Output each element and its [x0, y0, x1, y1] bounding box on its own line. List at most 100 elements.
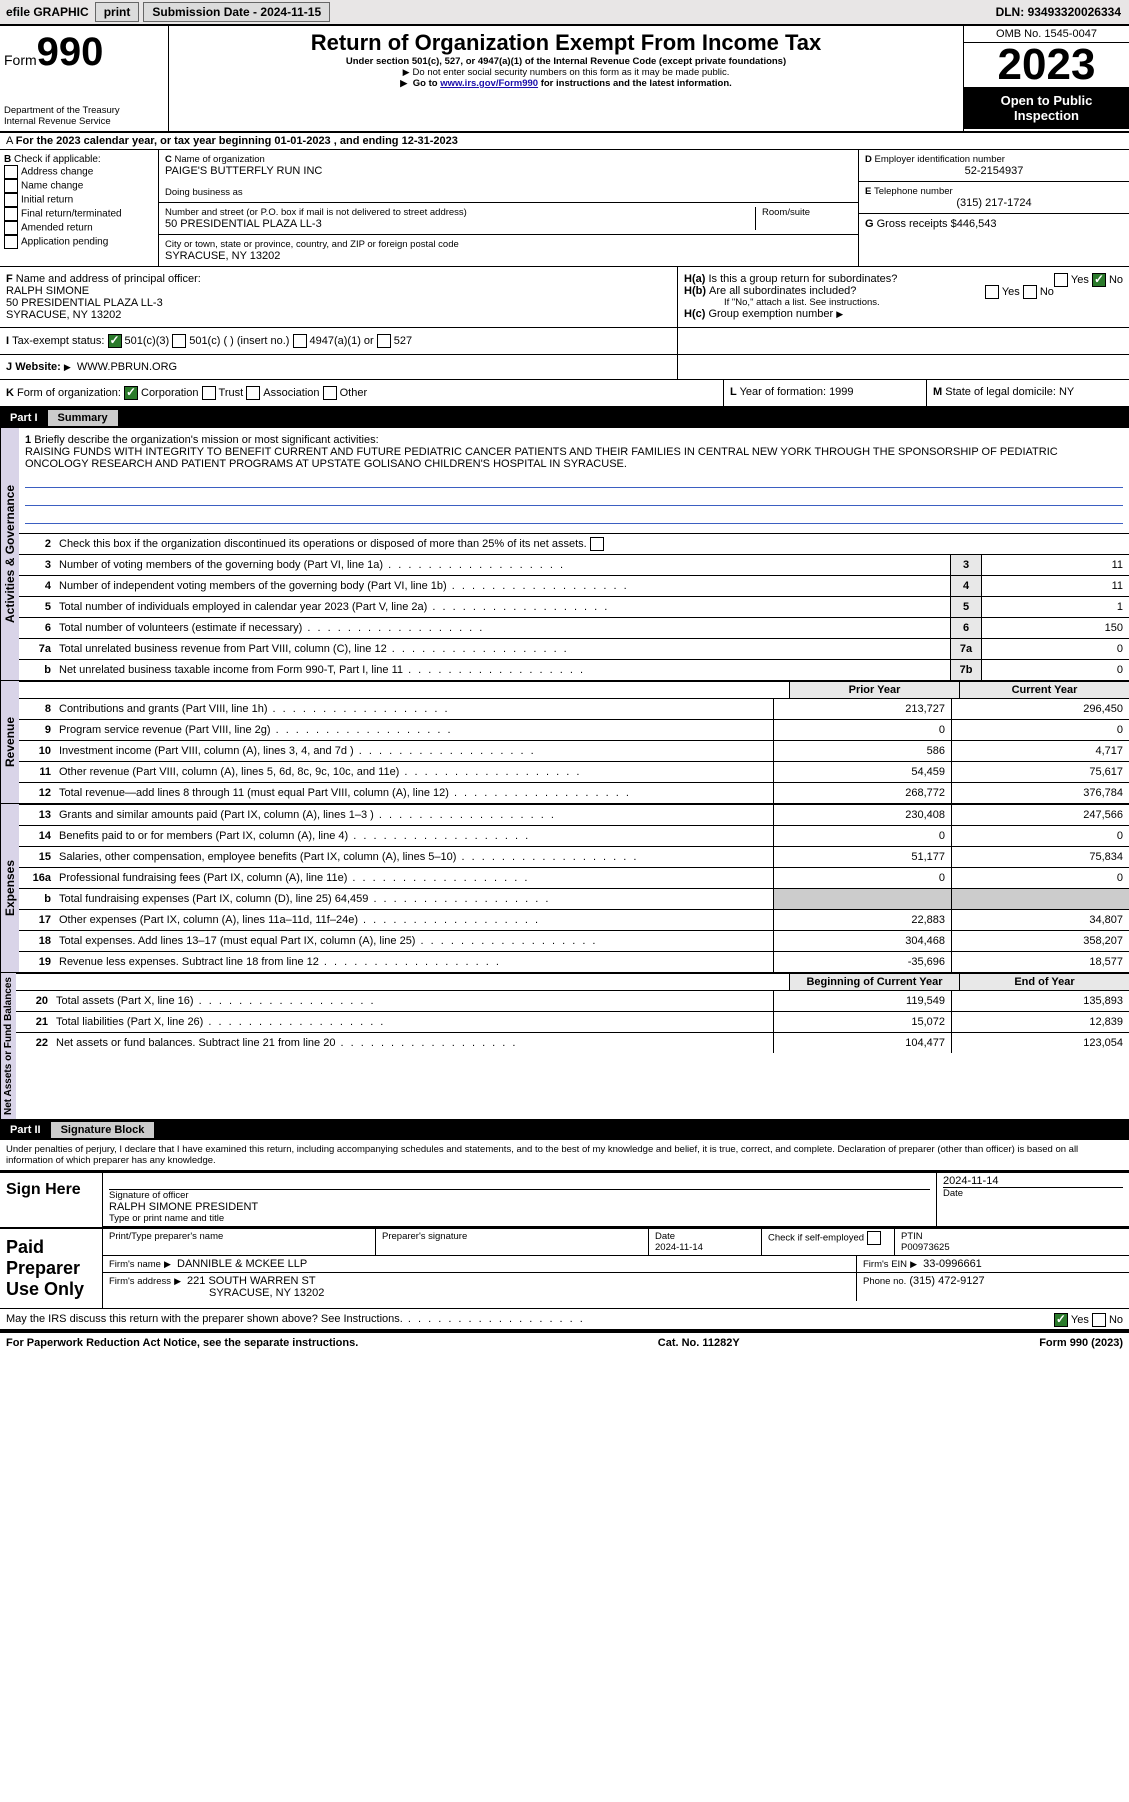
table-row: 9Program service revenue (Part VIII, lin…	[19, 719, 1129, 740]
officer-signature: RALPH SIMONE PRESIDENT	[109, 1201, 930, 1213]
discontinued-checkbox[interactable]	[590, 537, 604, 551]
website-value: WWW.PBRUN.ORG	[77, 361, 177, 373]
firm-ein: 33-0996661	[923, 1258, 982, 1270]
501c3-checkbox[interactable]	[108, 334, 122, 348]
top-toolbar: efile GRAPHIC print Submission Date - 20…	[0, 0, 1129, 26]
table-row: bTotal fundraising expenses (Part IX, co…	[19, 888, 1129, 909]
paid-preparer-block: Paid Preparer Use Only Print/Type prepar…	[0, 1227, 1129, 1309]
table-row: 8Contributions and grants (Part VIII, li…	[19, 698, 1129, 719]
table-row: 4Number of independent voting members of…	[19, 575, 1129, 596]
table-row: 12Total revenue—add lines 8 through 11 (…	[19, 782, 1129, 803]
netassets-col-headers: Beginning of Current Year End of Year	[16, 973, 1129, 990]
527-checkbox[interactable]	[377, 334, 391, 348]
name-change-checkbox[interactable]	[4, 179, 18, 193]
gross-receipts: 446,543	[957, 218, 997, 230]
org-city: SYRACUSE, NY 13202	[165, 250, 852, 262]
form-id-box: Form990 Department of the Treasury Inter…	[0, 26, 169, 131]
netassets-section: Net Assets or Fund Balances Beginning of…	[0, 973, 1129, 1120]
table-row: 15Salaries, other compensation, employee…	[19, 846, 1129, 867]
preparer-date: 2024-11-14	[655, 1242, 703, 1253]
open-public-badge: Open to Public Inspection	[964, 87, 1129, 129]
governance-tab: Activities & Governance	[0, 428, 19, 680]
org-name: PAIGE'S BUTTERFLY RUN INC	[165, 165, 852, 177]
section-a-tax-year: A For the 2023 calendar year, or tax yea…	[0, 133, 1129, 150]
discuss-yes-checkbox[interactable]	[1054, 1313, 1068, 1327]
expenses-section: Expenses 13Grants and similar amounts pa…	[0, 804, 1129, 973]
hb-yes-checkbox[interactable]	[985, 285, 999, 299]
form-990-page: efile GRAPHIC print Submission Date - 20…	[0, 0, 1129, 1353]
paid-preparer-label: Paid Preparer Use Only	[0, 1229, 103, 1308]
self-employed-checkbox[interactable]	[867, 1231, 881, 1245]
part-ii-header: Part II Signature Block	[0, 1120, 1129, 1140]
sign-here-block: Sign Here Signature of officer RALPH SIM…	[0, 1171, 1129, 1227]
room-suite-label: Room/suite	[755, 207, 852, 230]
print-button[interactable]: print	[95, 2, 140, 22]
expenses-tab: Expenses	[0, 804, 19, 972]
submission-date-button[interactable]: Submission Date - 2024-11-15	[143, 2, 330, 22]
sign-here-label: Sign Here	[0, 1173, 103, 1227]
form-header: Form990 Department of the Treasury Inter…	[0, 26, 1129, 133]
trust-checkbox[interactable]	[202, 386, 216, 400]
catalog-number: Cat. No. 11282Y	[658, 1337, 740, 1349]
phone-value: (315) 217-1724	[865, 197, 1123, 209]
org-address: 50 PRESIDENTIAL PLAZA LL-3	[165, 218, 755, 230]
address-change-checkbox[interactable]	[4, 165, 18, 179]
revenue-tab: Revenue	[0, 681, 19, 803]
table-row: 11Other revenue (Part VIII, column (A), …	[19, 761, 1129, 782]
table-row: 21Total liabilities (Part X, line 26)15,…	[16, 1011, 1129, 1032]
discuss-row: May the IRS discuss this return with the…	[0, 1309, 1129, 1331]
section-d-e-g: D Employer identification number 52-2154…	[859, 150, 1129, 266]
table-row: 17Other expenses (Part IX, column (A), l…	[19, 909, 1129, 930]
ptin-value: P00973625	[901, 1242, 950, 1253]
netassets-tab: Net Assets or Fund Balances	[0, 973, 16, 1119]
revenue-col-headers: Prior Year Current Year	[19, 681, 1129, 698]
table-row: 13Grants and similar amounts paid (Part …	[19, 804, 1129, 825]
form-title: Return of Organization Exempt From Incom…	[173, 30, 959, 56]
final-return-checkbox[interactable]	[4, 207, 18, 221]
table-row: bNet unrelated business taxable income f…	[19, 659, 1129, 680]
section-i-tax-status: I Tax-exempt status: 501(c)(3) 501(c) ( …	[0, 328, 1129, 355]
table-row: 5Total number of individuals employed in…	[19, 596, 1129, 617]
state-domicile: NY	[1059, 386, 1074, 398]
firm-name: DANNIBLE & MCKEE LLP	[177, 1258, 307, 1270]
table-row: 6Total number of volunteers (estimate if…	[19, 617, 1129, 638]
header-grid: B Check if applicable: Address change Na…	[0, 150, 1129, 267]
section-b-checkboxes: B Check if applicable: Address change Na…	[0, 150, 159, 266]
501c-checkbox[interactable]	[172, 334, 186, 348]
perjury-statement: Under penalties of perjury, I declare th…	[0, 1140, 1129, 1171]
pra-notice: For Paperwork Reduction Act Notice, see …	[6, 1337, 358, 1349]
governance-section: Activities & Governance 1 Briefly descri…	[0, 428, 1129, 681]
ha-no-checkbox[interactable]	[1092, 273, 1106, 287]
dba-label: Doing business as	[165, 187, 852, 198]
discuss-no-checkbox[interactable]	[1092, 1313, 1106, 1327]
dln-label: DLN: 93493320026334	[996, 5, 1129, 19]
year-formation: 1999	[829, 386, 853, 398]
corporation-checkbox[interactable]	[124, 386, 138, 400]
amended-return-checkbox[interactable]	[4, 221, 18, 235]
section-f-h: F Name and address of principal officer:…	[0, 267, 1129, 328]
sign-date: 2024-11-14	[943, 1175, 1123, 1188]
application-pending-checkbox[interactable]	[4, 235, 18, 249]
section-j-website: J Website: WWW.PBRUN.ORG	[0, 355, 1129, 380]
part-i-header: Part I Summary	[0, 408, 1129, 428]
section-k-l-m: K Form of organization: Corporation Trus…	[0, 380, 1129, 408]
ein-value: 52-2154937	[865, 165, 1123, 177]
dept-label: Department of the Treasury	[4, 105, 164, 116]
association-checkbox[interactable]	[246, 386, 260, 400]
ha-yes-checkbox[interactable]	[1054, 273, 1068, 287]
hb-no-checkbox[interactable]	[1023, 285, 1037, 299]
table-row: 10Investment income (Part VIII, column (…	[19, 740, 1129, 761]
table-row: 3Number of voting members of the governi…	[19, 554, 1129, 575]
table-row: 19Revenue less expenses. Subtract line 1…	[19, 951, 1129, 972]
year-box: OMB No. 1545-0047 2023 Open to Public In…	[963, 26, 1129, 131]
initial-return-checkbox[interactable]	[4, 193, 18, 207]
table-row: 22Net assets or fund balances. Subtract …	[16, 1032, 1129, 1053]
4947-checkbox[interactable]	[293, 334, 307, 348]
efile-label: efile GRAPHIC	[0, 5, 95, 19]
instructions-link[interactable]: www.irs.gov/Form990	[440, 78, 538, 89]
revenue-section: Revenue Prior Year Current Year 8Contrib…	[0, 681, 1129, 804]
section-c-org-info: C Name of organization PAIGE'S BUTTERFLY…	[159, 150, 859, 266]
other-checkbox[interactable]	[323, 386, 337, 400]
firm-address: 221 SOUTH WARREN ST	[187, 1275, 316, 1287]
tax-year: 2023	[964, 43, 1129, 87]
